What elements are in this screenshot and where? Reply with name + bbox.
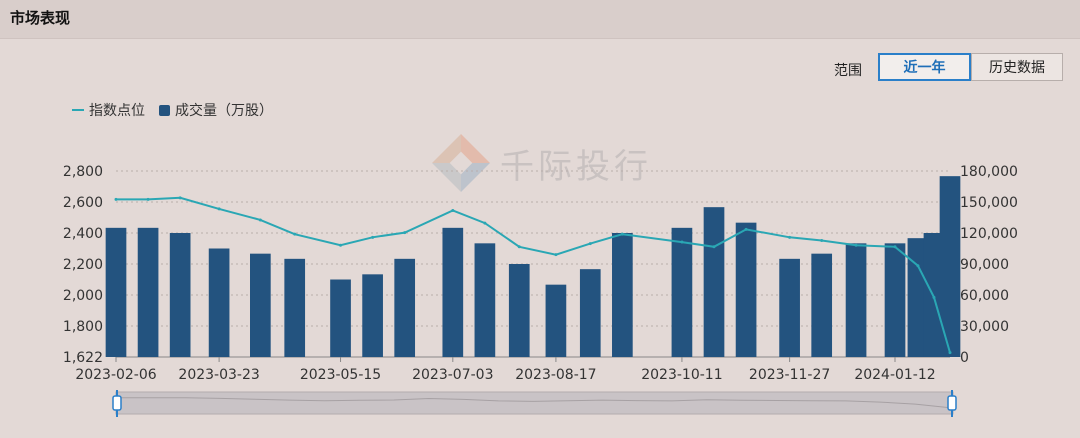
index-point <box>588 242 592 246</box>
volume-bar <box>779 258 800 357</box>
range-navigator[interactable] <box>115 391 954 415</box>
y-left-tick-label: 2,400 <box>63 226 103 242</box>
index-point <box>854 243 858 247</box>
volume-bar <box>474 243 496 357</box>
index-point <box>483 221 487 225</box>
volume-bar <box>612 233 633 357</box>
legend-bar-icon <box>159 104 170 116</box>
navigator-preview-line <box>116 397 951 409</box>
index-point <box>293 232 297 236</box>
volume-bar <box>939 176 961 357</box>
x-tick-label: 2023-03-23 <box>178 367 259 383</box>
index-point <box>820 238 824 242</box>
volume-bar <box>508 264 530 357</box>
volume-bar <box>545 284 567 357</box>
index-point <box>712 245 716 249</box>
index-point <box>178 196 182 200</box>
y-right-tick-label: 30,000 <box>960 319 1009 335</box>
chart-legend: 指数点位 成交量（万股） <box>72 100 273 120</box>
legend-index-label: 指数点位 <box>89 103 145 119</box>
watermark: 千际投行 <box>430 132 652 194</box>
x-tick-label: 2024-01-12 <box>854 367 935 383</box>
volume-bar <box>250 253 271 357</box>
volume-bar <box>884 243 906 357</box>
y-right-tick-label: 90,000 <box>960 257 1009 273</box>
volume-bar <box>394 258 416 357</box>
range-button-history[interactable]: 历史数据 <box>971 53 1063 81</box>
index-point <box>517 245 521 249</box>
range-button-one-year[interactable]: 近一年 <box>878 53 971 81</box>
volume-bar <box>811 253 833 357</box>
x-tick-label: 2023-07-03 <box>412 367 493 383</box>
y-left-tick-label: 2,200 <box>63 257 103 273</box>
volume-bar <box>735 222 757 357</box>
index-point <box>948 351 952 355</box>
y-right-tick-label: 180,000 <box>960 164 1018 180</box>
index-point <box>893 245 897 249</box>
y-left-tick-label: 1,622 <box>63 350 103 366</box>
volume-bar <box>703 207 725 357</box>
volume-bar <box>105 227 127 357</box>
volume-bar <box>907 238 929 357</box>
volume-bar <box>169 233 191 357</box>
volume-bar <box>845 243 867 357</box>
y-left-tick-label: 2,600 <box>63 195 103 211</box>
index-point <box>932 295 936 299</box>
index-point <box>258 218 262 222</box>
y-right-tick-label: 60,000 <box>960 288 1009 304</box>
x-tick-label: 2023-02-06 <box>75 367 156 383</box>
index-point <box>451 208 455 212</box>
index-point <box>146 197 150 201</box>
navigator-left-handle[interactable] <box>112 395 122 411</box>
volume-bar <box>442 227 464 357</box>
section-title: 市场表现 <box>10 9 71 27</box>
index-point <box>403 231 407 235</box>
watermark-text: 千际投行 <box>500 146 652 187</box>
y-right-tick-label: 0 <box>960 350 969 366</box>
volume-bar <box>284 258 306 357</box>
x-tick-label: 2023-11-27 <box>749 367 830 383</box>
index-point <box>680 240 684 244</box>
volume-bar <box>137 227 159 357</box>
volume-bar <box>208 248 230 357</box>
legend-line-icon <box>72 109 84 111</box>
volume-bar <box>671 227 693 357</box>
volume-bar <box>923 233 945 357</box>
x-tick-label: 2023-08-17 <box>515 367 596 383</box>
y-right-tick-label: 120,000 <box>960 226 1018 242</box>
y-left-tick-label: 2,000 <box>63 288 103 304</box>
x-tick-label: 2023-10-11 <box>641 367 722 383</box>
y-left-tick-label: 2,800 <box>63 164 103 180</box>
y-right-tick-label: 150,000 <box>960 195 1018 211</box>
index-point <box>788 235 792 239</box>
volume-bar <box>362 274 383 357</box>
index-point <box>916 264 920 268</box>
index-point <box>339 243 343 247</box>
volume-bar <box>579 269 601 357</box>
y-left-tick-label: 1,800 <box>63 319 103 335</box>
range-label: 范围 <box>834 63 862 79</box>
index-point <box>217 207 221 211</box>
navigator-right-handle[interactable] <box>947 395 957 411</box>
index-point <box>371 235 375 239</box>
index-point <box>114 197 118 201</box>
x-tick-label: 2023-05-15 <box>300 367 381 383</box>
volume-bar <box>330 279 351 357</box>
header-bar: 市场表现 <box>0 0 1080 39</box>
legend-volume-label: 成交量（万股） <box>175 103 273 119</box>
index-point <box>554 253 558 257</box>
watermark-logo-icon <box>432 134 490 192</box>
index-point <box>620 232 624 236</box>
index-point <box>744 227 748 231</box>
